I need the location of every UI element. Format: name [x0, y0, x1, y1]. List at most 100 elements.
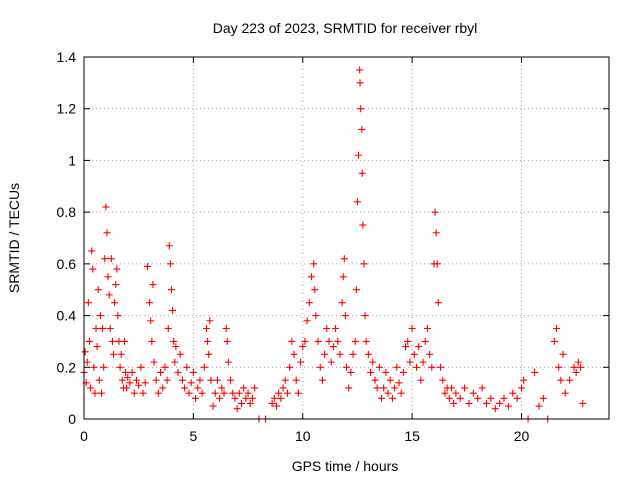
data-point [504, 402, 512, 410]
data-point [92, 325, 100, 332]
y-tick-label: 1 [68, 152, 76, 168]
data-point [450, 399, 458, 407]
data-point [316, 363, 324, 371]
data-point [123, 384, 131, 392]
data-point [163, 376, 171, 384]
data-point [360, 260, 368, 268]
data-point [118, 376, 126, 384]
data-point [358, 125, 366, 133]
data-point [329, 343, 337, 351]
data-point [95, 376, 103, 384]
data-point [218, 384, 226, 392]
data-point [395, 379, 403, 387]
data-point [98, 389, 105, 397]
data-point [107, 255, 115, 263]
data-point [164, 325, 172, 332]
data-point [128, 368, 136, 376]
data-point [343, 363, 350, 371]
data-point [518, 384, 525, 392]
data-point [561, 389, 569, 397]
data-point [275, 389, 283, 397]
data-point [176, 350, 184, 358]
data-point [93, 343, 101, 351]
data-point [391, 384, 399, 392]
data-point [238, 399, 245, 407]
data-point [535, 402, 543, 410]
data-point [224, 358, 232, 366]
data-point [105, 291, 113, 299]
data-point [301, 337, 309, 345]
data-point [159, 384, 167, 392]
data-point [235, 389, 243, 397]
data-point [487, 394, 495, 402]
data-point [358, 169, 366, 177]
data-point [152, 376, 160, 384]
data-point [433, 260, 441, 268]
data-point [579, 399, 587, 407]
data-point [288, 337, 296, 345]
data-point [413, 363, 420, 371]
data-point [171, 358, 179, 366]
data-point [347, 368, 355, 376]
data-point [233, 405, 241, 413]
data-point [220, 389, 228, 397]
data-point [332, 325, 340, 332]
y-tick-label: 0.2 [57, 359, 77, 375]
data-point [168, 286, 175, 294]
data-point [204, 337, 212, 345]
data-point [478, 384, 486, 392]
data-point [434, 299, 442, 307]
data-point [361, 312, 369, 320]
data-point [203, 325, 210, 332]
data-point [100, 363, 108, 371]
data-point [321, 350, 329, 358]
data-point [520, 376, 528, 384]
data-point [402, 343, 410, 351]
data-point [375, 363, 383, 371]
data-point [135, 381, 143, 389]
grid [84, 57, 609, 419]
data-point [318, 376, 326, 384]
data-point [150, 358, 158, 366]
data-point [103, 229, 111, 237]
data-point [213, 376, 221, 384]
data-point [426, 350, 434, 358]
data-point [308, 273, 315, 281]
x-tick-label: 20 [514, 428, 530, 444]
data-point [148, 337, 156, 345]
data-point [207, 376, 215, 384]
data-point [222, 325, 230, 332]
y-axis-label: SRMTID / TECUs [6, 183, 22, 293]
data-point [181, 384, 189, 392]
data-point [172, 343, 180, 351]
data-point [339, 273, 347, 281]
data-point [371, 376, 379, 384]
data-point [356, 79, 364, 87]
data-point [555, 363, 563, 371]
data-point [277, 394, 285, 402]
data-point [187, 379, 195, 387]
y-tick-label: 0.4 [57, 308, 77, 324]
data-point [223, 337, 231, 345]
data-point [415, 343, 423, 351]
data-point [441, 389, 449, 397]
data-point [566, 376, 574, 384]
data-point [452, 389, 460, 397]
data-point [340, 255, 348, 263]
data-point [469, 389, 477, 397]
data-point [404, 337, 412, 345]
data-point [386, 376, 394, 384]
axis-ticks: 0 0.2 0.4 0.6 0.8 1 1.2 1.4 0 5 10 15 20 [57, 49, 609, 444]
data-point [149, 281, 157, 289]
data-point [89, 265, 97, 273]
data-point [378, 394, 385, 402]
data-point [352, 286, 360, 294]
data-point [338, 299, 346, 307]
data-point [362, 337, 370, 345]
data-point [157, 368, 165, 376]
data-point [83, 358, 91, 366]
data-point [113, 265, 121, 273]
data-point [353, 198, 361, 206]
data-point [406, 358, 414, 366]
